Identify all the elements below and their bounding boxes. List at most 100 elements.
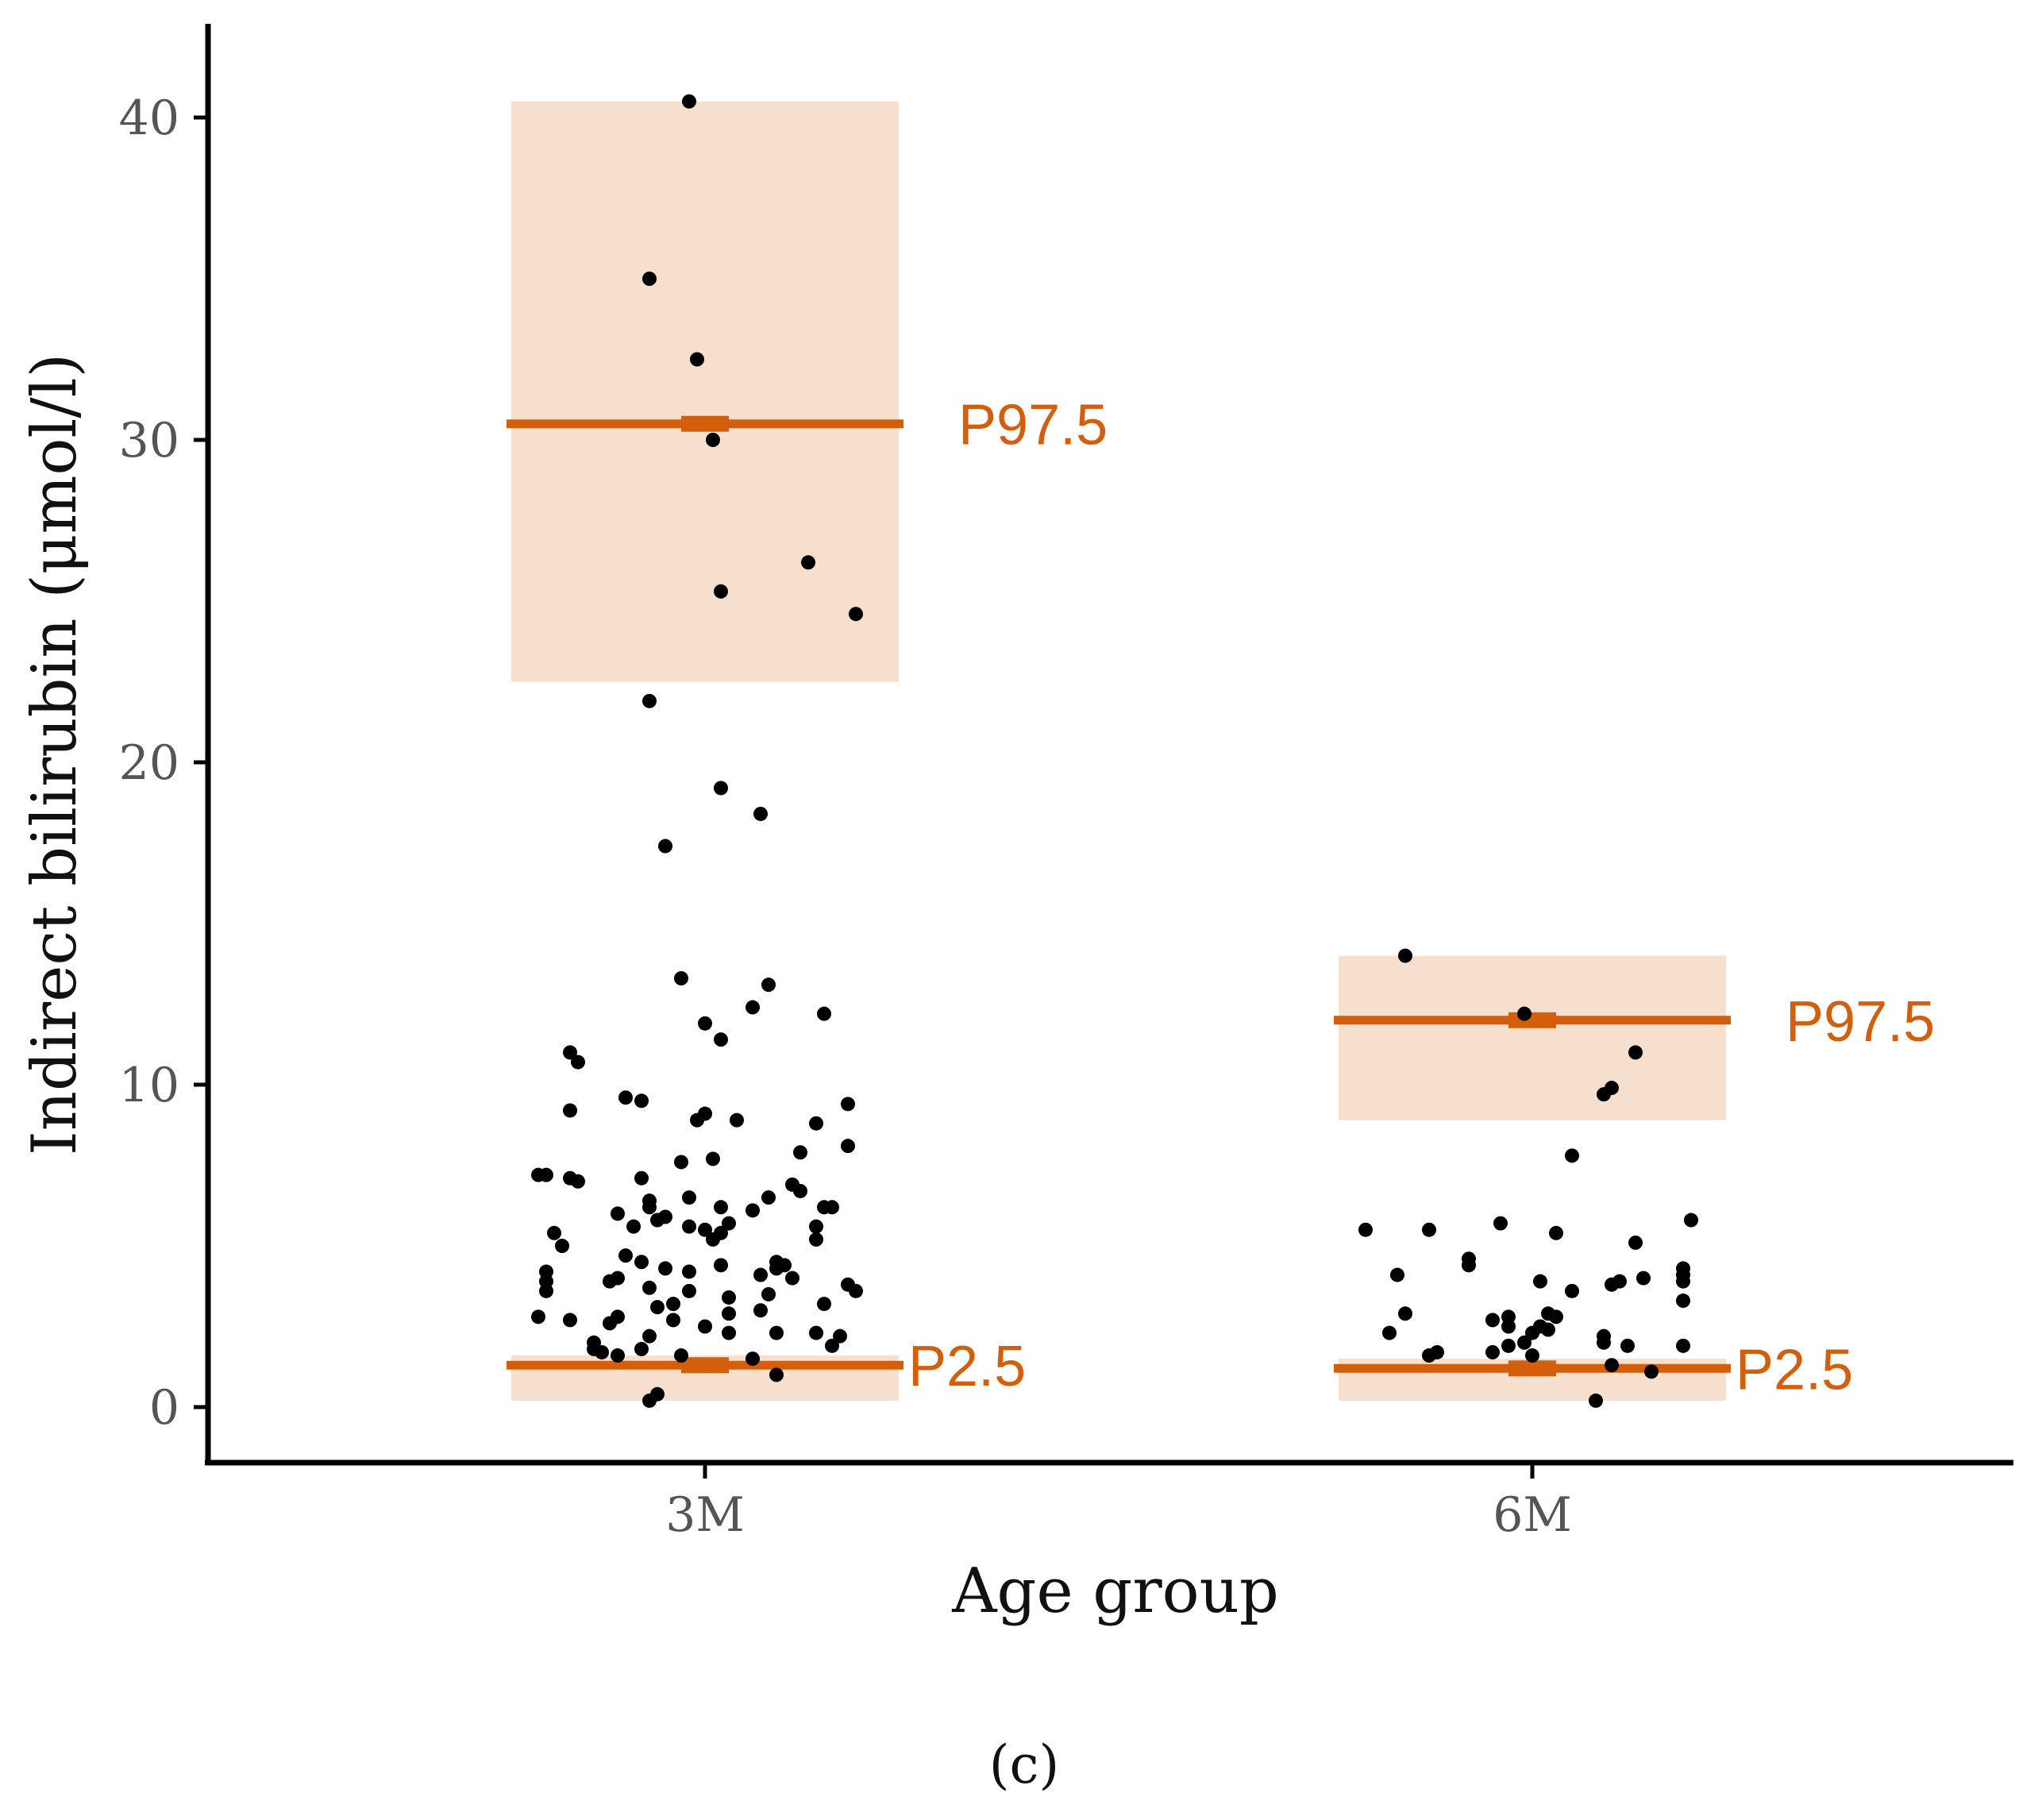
data-point-3m-35 bbox=[634, 1170, 649, 1186]
x-axis-title: Age group bbox=[951, 1556, 1279, 1627]
data-point-3m-5 bbox=[801, 555, 815, 570]
data-point-3m-84 bbox=[722, 1306, 736, 1321]
data-point-3m-55 bbox=[547, 1225, 561, 1240]
data-point-3m-54 bbox=[809, 1219, 823, 1234]
data-point-3m-16 bbox=[714, 1032, 728, 1047]
data-point-3m-86 bbox=[531, 1309, 545, 1325]
data-point-3m-79 bbox=[539, 1283, 553, 1298]
data-point-3m-90 bbox=[698, 1319, 712, 1334]
data-point-3m-70 bbox=[753, 1267, 768, 1282]
data-point-6m-20 bbox=[1676, 1274, 1690, 1289]
data-point-3m-87 bbox=[563, 1313, 577, 1328]
data-point-3m-74 bbox=[642, 1280, 657, 1295]
data-point-3m-50 bbox=[722, 1216, 736, 1231]
data-point-3m-82 bbox=[666, 1297, 680, 1312]
data-point-6m-6 bbox=[1684, 1213, 1698, 1228]
data-point-6m-28 bbox=[1549, 1309, 1563, 1325]
data-point-6m-11 bbox=[1628, 1235, 1643, 1250]
data-point-6m-32 bbox=[1525, 1325, 1539, 1340]
data-point-3m-103 bbox=[746, 1352, 760, 1367]
data-point-3m-14 bbox=[817, 1006, 831, 1021]
confidence-bands bbox=[511, 101, 1726, 1401]
data-point-6m-40 bbox=[1485, 1344, 1500, 1359]
data-points bbox=[531, 94, 1698, 1408]
data-point-6m-42 bbox=[1422, 1348, 1436, 1363]
data-point-6m-14 bbox=[1390, 1267, 1404, 1282]
ref-marker-6m-upper bbox=[1508, 1012, 1556, 1028]
data-point-3m-104 bbox=[769, 1367, 784, 1382]
data-point-3m-83 bbox=[753, 1303, 768, 1318]
data-point-3m-81 bbox=[650, 1300, 665, 1315]
data-point-3m-56 bbox=[809, 1232, 823, 1247]
data-point-3m-7 bbox=[642, 693, 657, 708]
data-point-3m-8 bbox=[714, 781, 728, 796]
data-point-3m-26 bbox=[809, 1116, 823, 1131]
panel-label: (c) bbox=[989, 1734, 1059, 1795]
data-point-3m-19 bbox=[618, 1090, 633, 1105]
data-point-3m-51 bbox=[698, 1222, 712, 1237]
y-tick-label-30: 30 bbox=[119, 413, 179, 468]
data-point-6m-2 bbox=[1628, 1045, 1643, 1060]
data-point-3m-29 bbox=[706, 1151, 720, 1166]
ref-marker-3m-upper bbox=[681, 415, 729, 432]
data-point-6m-39 bbox=[1676, 1338, 1690, 1353]
ref-marker-3m-lower bbox=[681, 1357, 729, 1374]
y-tick-label-40: 40 bbox=[119, 91, 179, 146]
data-point-3m-48 bbox=[650, 1213, 665, 1228]
data-point-3m-80 bbox=[817, 1297, 831, 1312]
data-point-3m-92 bbox=[809, 1325, 823, 1340]
data-point-6m-38 bbox=[1620, 1338, 1635, 1353]
data-point-3m-3 bbox=[706, 433, 720, 447]
data-point-3m-57 bbox=[706, 1232, 720, 1247]
data-point-3m-106 bbox=[650, 1386, 665, 1402]
data-point-3m-20 bbox=[634, 1093, 649, 1109]
data-point-3m-12 bbox=[761, 977, 776, 993]
y-tick-label-10: 10 bbox=[119, 1058, 179, 1113]
data-point-3m-88 bbox=[603, 1316, 617, 1331]
ci-band-6m-upper bbox=[1339, 955, 1726, 1120]
data-point-3m-24 bbox=[690, 1112, 704, 1128]
data-point-6m-5 bbox=[1565, 1148, 1579, 1163]
data-point-6m-36 bbox=[1517, 1335, 1532, 1350]
data-point-6m-35 bbox=[1597, 1335, 1611, 1350]
data-point-3m-93 bbox=[722, 1325, 736, 1340]
data-point-3m-0 bbox=[682, 94, 696, 109]
data-point-3m-10 bbox=[658, 839, 672, 854]
data-point-3m-21 bbox=[841, 1097, 855, 1112]
data-point-3m-42 bbox=[714, 1200, 728, 1215]
data-point-3m-32 bbox=[531, 1167, 545, 1182]
data-point-3m-43 bbox=[746, 1203, 760, 1218]
reference-lines: P97.5 P2.5 P97.5 P2.5 bbox=[507, 394, 1935, 1402]
x-tick-label-3m: 3M bbox=[665, 1487, 745, 1543]
data-point-3m-89 bbox=[666, 1313, 680, 1328]
data-point-6m-0 bbox=[1398, 948, 1412, 963]
data-point-3m-58 bbox=[555, 1239, 569, 1253]
data-point-3m-28 bbox=[793, 1145, 807, 1160]
data-point-3m-53 bbox=[682, 1219, 696, 1234]
data-point-6m-24 bbox=[1398, 1306, 1412, 1321]
data-point-6m-29 bbox=[1501, 1319, 1516, 1334]
ref-label-6m-upper: P97.5 bbox=[1786, 990, 1935, 1054]
data-point-3m-71 bbox=[785, 1271, 799, 1286]
data-point-3m-102 bbox=[674, 1348, 688, 1363]
data-point-3m-37 bbox=[793, 1183, 807, 1198]
data-point-6m-37 bbox=[1501, 1338, 1516, 1353]
data-point-3m-45 bbox=[825, 1200, 839, 1215]
data-point-3m-27 bbox=[841, 1139, 855, 1154]
data-point-6m-33 bbox=[1382, 1325, 1397, 1340]
x-tick-label-6m: 6M bbox=[1493, 1487, 1572, 1543]
data-point-3m-25 bbox=[730, 1112, 744, 1128]
data-point-6m-19 bbox=[1605, 1277, 1619, 1292]
data-point-3m-9 bbox=[753, 806, 768, 821]
data-point-3m-46 bbox=[611, 1206, 625, 1221]
data-point-3m-94 bbox=[642, 1328, 657, 1344]
data-point-3m-6 bbox=[849, 607, 863, 622]
ref-marker-6m-lower bbox=[1508, 1360, 1556, 1377]
data-point-6m-13 bbox=[1462, 1258, 1476, 1273]
data-point-3m-41 bbox=[642, 1200, 657, 1215]
data-point-6m-1 bbox=[1517, 1006, 1532, 1021]
data-point-3m-101 bbox=[611, 1348, 625, 1363]
data-point-6m-4 bbox=[1597, 1087, 1611, 1102]
data-point-3m-61 bbox=[658, 1261, 672, 1276]
data-point-6m-7 bbox=[1358, 1222, 1373, 1237]
